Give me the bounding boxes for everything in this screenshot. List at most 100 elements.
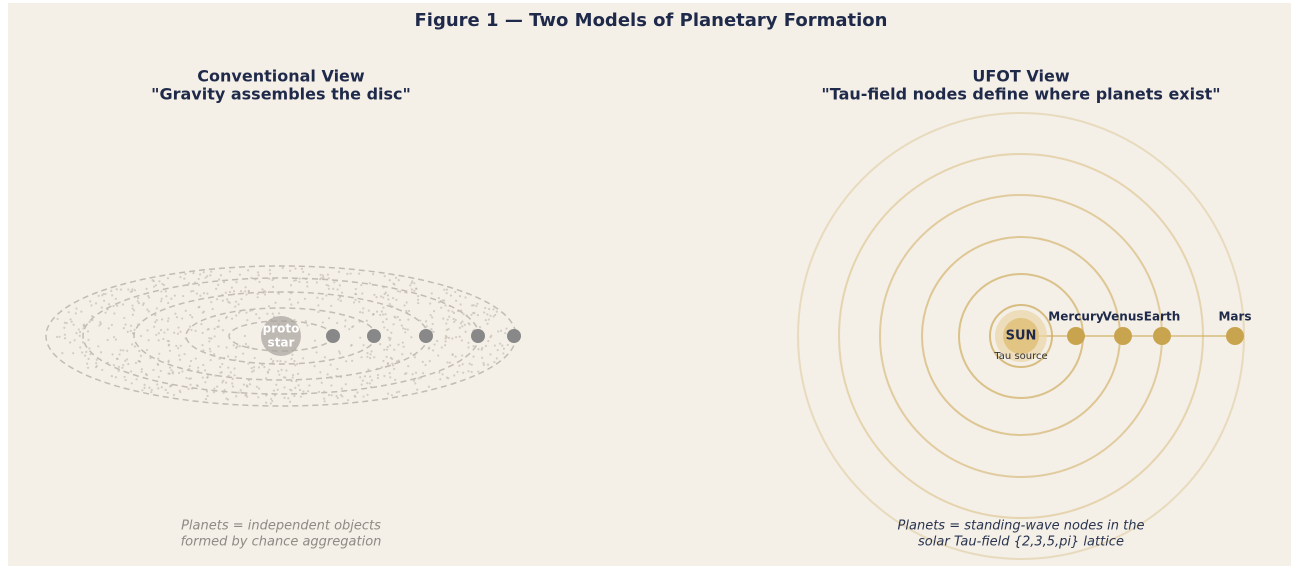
dust-particle: [114, 376, 117, 379]
dust-particle: [382, 320, 385, 324]
dust-particle: [252, 366, 256, 369]
dust-particle: [336, 367, 339, 371]
dust-particle: [183, 352, 186, 356]
dust-particle: [244, 342, 248, 346]
dust-particle: [432, 330, 435, 334]
dust-particle: [492, 315, 495, 318]
dust-particle: [299, 395, 303, 398]
dust-particle: [246, 319, 249, 322]
dust-particle: [481, 346, 484, 350]
dust-particle: [373, 293, 376, 296]
dust-particle: [208, 337, 211, 340]
dust-particle: [206, 394, 209, 398]
dust-particle: [480, 348, 483, 351]
dust-particle: [143, 386, 146, 389]
dust-particle: [213, 335, 216, 338]
dust-particle: [252, 369, 255, 372]
dust-particle: [383, 348, 386, 351]
dust-particle: [58, 335, 61, 338]
dust-particle: [155, 319, 158, 322]
dust-particle: [319, 273, 322, 276]
dust-particle: [208, 340, 211, 343]
dust-particle: [323, 397, 326, 400]
dust-particle: [428, 360, 431, 363]
dust-particle: [300, 267, 304, 270]
caption: formed by chance aggregation: [181, 535, 382, 550]
dust-particle: [349, 272, 352, 275]
dust-particle: [359, 336, 362, 339]
planet: [1226, 327, 1244, 345]
dust-particle: [302, 390, 305, 393]
dust-particle: [401, 341, 404, 344]
dust-particle: [483, 311, 486, 314]
dust-particle: [83, 354, 87, 357]
dust-particle: [230, 317, 234, 320]
dust-particle: [197, 283, 201, 287]
dust-particle: [69, 341, 72, 344]
dust-particle: [390, 331, 393, 334]
dust-particle: [383, 275, 386, 278]
dust-particle: [461, 320, 464, 323]
dust-particle: [369, 375, 372, 378]
dust-particle: [126, 358, 129, 361]
dust-particle: [97, 345, 100, 348]
dust-particle: [393, 348, 396, 351]
dust-particle: [159, 328, 163, 332]
dust-particle: [452, 311, 456, 315]
dust-particle: [294, 279, 298, 282]
dust-particle: [187, 387, 190, 390]
dust-particle: [365, 319, 368, 322]
dust-particle: [162, 337, 165, 341]
dust-particle: [188, 325, 192, 328]
dust-particle: [336, 396, 339, 400]
dust-particle: [112, 364, 115, 367]
dust-particle: [97, 294, 100, 297]
dust-particle: [487, 318, 490, 321]
dust-particle: [389, 337, 392, 340]
dust-particle: [276, 359, 279, 363]
dust-particle: [257, 274, 260, 277]
dust-particle: [472, 345, 475, 348]
dust-particle: [476, 302, 479, 305]
dust-particle: [391, 362, 394, 365]
dust-particle: [315, 281, 318, 284]
dust-particle: [89, 353, 92, 356]
dust-particle: [147, 294, 150, 298]
dust-particle: [126, 330, 129, 333]
dust-particle: [221, 329, 225, 332]
dust-particle: [390, 394, 394, 397]
dust-particle: [445, 376, 449, 379]
dust-particle: [174, 312, 177, 315]
dust-particle: [293, 394, 296, 397]
dust-particle: [502, 347, 505, 350]
dust-particle: [490, 334, 493, 337]
dust-particle: [388, 279, 391, 282]
dust-particle: [407, 318, 410, 321]
dust-particle: [172, 393, 176, 397]
dust-particle: [395, 360, 399, 363]
dust-particle: [257, 387, 261, 390]
dust-particle: [337, 270, 341, 273]
dust-particle: [287, 397, 290, 400]
dust-particle: [451, 337, 454, 340]
dust-particle: [386, 362, 390, 365]
dust-particle: [271, 312, 274, 315]
dust-particle: [159, 369, 162, 373]
dust-particle: [379, 343, 382, 346]
dust-particle: [484, 306, 487, 310]
dust-particle: [308, 384, 311, 387]
dust-particle: [280, 368, 283, 371]
dust-particle: [359, 376, 362, 379]
dust-particle: [182, 294, 185, 298]
dust-particle: [239, 290, 243, 293]
dust-particle: [440, 346, 443, 349]
dust-particle: [129, 329, 132, 332]
dust-particle: [123, 316, 126, 320]
dust-particle: [87, 357, 90, 361]
dust-particle: [464, 296, 467, 299]
dust-particle: [162, 283, 166, 287]
dust-particle: [388, 372, 391, 375]
dust-particle: [343, 325, 347, 328]
dust-particle: [176, 332, 180, 335]
dust-particle: [387, 298, 390, 301]
